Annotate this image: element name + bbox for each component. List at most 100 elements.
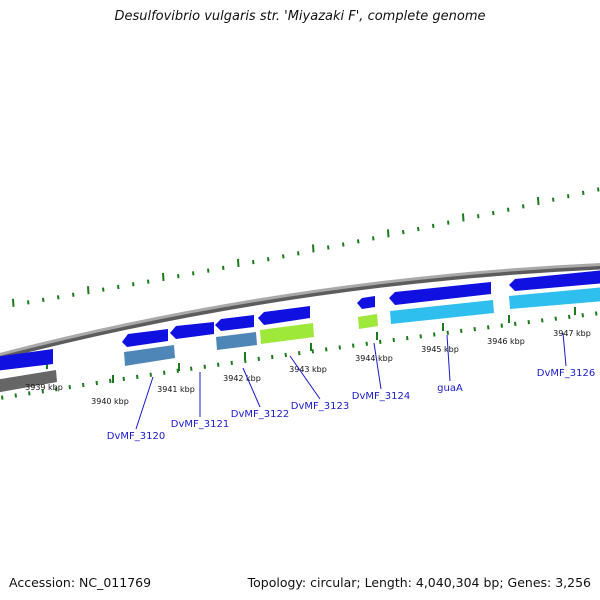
rrna-feature[interactable] (509, 287, 600, 309)
cds-feature[interactable] (258, 306, 310, 325)
cds-feature[interactable] (215, 315, 254, 331)
tick-mark (217, 362, 220, 367)
tick-mark (365, 341, 368, 346)
gene-labels: DvMF_3120DvMF_3121DvMF_3122DvMF_3123DvMF… (107, 332, 595, 442)
tick-mark (527, 319, 530, 325)
tick-mark (492, 210, 495, 216)
cds-feature[interactable] (357, 296, 375, 309)
tick-mark (447, 220, 450, 225)
tick-mark (473, 327, 476, 332)
backbone-shadow (0, 263, 600, 360)
scale-label: 3943 kbp (289, 365, 327, 374)
tick-mark (477, 214, 480, 219)
cds-feature[interactable] (122, 329, 168, 347)
tick-mark (460, 328, 463, 334)
tick-mark (567, 194, 570, 199)
tick-mark (357, 239, 360, 244)
gene-leader-line (446, 334, 451, 382)
cds-feature[interactable] (389, 282, 491, 305)
tick-mark (446, 330, 449, 335)
gene-leader-line (242, 367, 261, 408)
gene-leader-line (135, 376, 154, 430)
tick-mark (372, 236, 375, 241)
genome-stats-label: Topology: circular; Length: 4,040,304 bp… (247, 575, 591, 590)
scale-label: 3942 kbp (223, 374, 261, 383)
protein-feature[interactable] (216, 332, 257, 350)
tick-mark (41, 389, 44, 394)
trna-feature[interactable] (260, 323, 314, 344)
gene-leader-line (562, 332, 567, 367)
tick-mark (311, 349, 314, 354)
scale-label: 3947 kbp (553, 329, 591, 338)
tick-mark (117, 284, 120, 290)
tick-mark (379, 339, 382, 344)
scale-label: 3940 kbp (91, 397, 129, 406)
tick-mark (72, 292, 75, 297)
tick-mark (190, 366, 193, 371)
cds-feature[interactable] (509, 270, 600, 291)
gene-label[interactable]: DvMF_3123 (291, 401, 349, 412)
tick-mark (487, 325, 490, 330)
tick-mark (507, 207, 510, 212)
tick-mark (1, 395, 4, 400)
tick-mark (162, 272, 165, 281)
tick-mark (297, 251, 300, 256)
tick-mark (27, 300, 30, 305)
tick-mark (257, 356, 260, 362)
tick-mark (582, 190, 585, 196)
tick-mark (298, 351, 301, 356)
tick-mark (342, 242, 345, 247)
tick-mark (176, 368, 179, 373)
gene-leader-line (373, 342, 382, 390)
tick-mark (132, 282, 135, 287)
tick-mark (514, 321, 517, 326)
tick-mark (177, 274, 180, 279)
tick-mark (284, 352, 287, 358)
gene-label[interactable]: DvMF_3121 (171, 419, 229, 430)
gene-label[interactable]: DvMF_3126 (537, 368, 595, 379)
scale-label: 3939 kbp (25, 383, 63, 392)
tick-mark (419, 334, 422, 339)
gene-label[interactable]: DvMF_3122 (231, 409, 289, 420)
tick-mark (338, 345, 341, 350)
gene-label[interactable]: guaA (437, 383, 463, 394)
tick-mark (237, 258, 240, 268)
tick-mark (537, 196, 540, 206)
tick-mark (271, 354, 274, 360)
tick-mark (433, 332, 436, 337)
gene-label[interactable]: DvMF_3120 (107, 431, 165, 442)
tick-mark (392, 337, 395, 343)
tick-mark (462, 213, 465, 222)
tick-mark (136, 374, 139, 379)
inner-tick-ring (1, 307, 598, 400)
tick-mark (595, 311, 598, 316)
cds-feature[interactable] (170, 322, 214, 339)
tick-mark (122, 376, 125, 381)
tick-mark (552, 197, 555, 202)
tick-mark (267, 257, 270, 262)
tick-mark (554, 316, 557, 321)
protein-feature[interactable] (124, 345, 175, 366)
tick-mark (42, 297, 45, 302)
tick-mark (230, 360, 233, 365)
tick-mark (581, 313, 584, 318)
tick-mark (406, 336, 409, 341)
tick-mark (68, 385, 71, 390)
backbone (0, 262, 600, 356)
scale-labels: 3939 kbp 3940 kbp 3941 kbp 3942 kbp 3943 kbp… (25, 329, 591, 406)
tick-mark (82, 382, 85, 388)
tick-mark (352, 343, 355, 348)
tick-mark (149, 372, 152, 377)
tick-mark (163, 370, 166, 375)
cds-feature[interactable] (0, 349, 53, 371)
tick-mark (95, 380, 98, 386)
scale-label: 3946 kbp (487, 337, 525, 346)
pseudo-feature[interactable] (0, 370, 57, 393)
tick-mark (252, 259, 255, 265)
trna-feature[interactable] (358, 314, 378, 329)
gene-label[interactable]: DvMF_3124 (352, 391, 410, 402)
tick-mark (28, 391, 31, 396)
tick-mark (432, 223, 435, 228)
rrna-feature[interactable] (390, 300, 494, 324)
